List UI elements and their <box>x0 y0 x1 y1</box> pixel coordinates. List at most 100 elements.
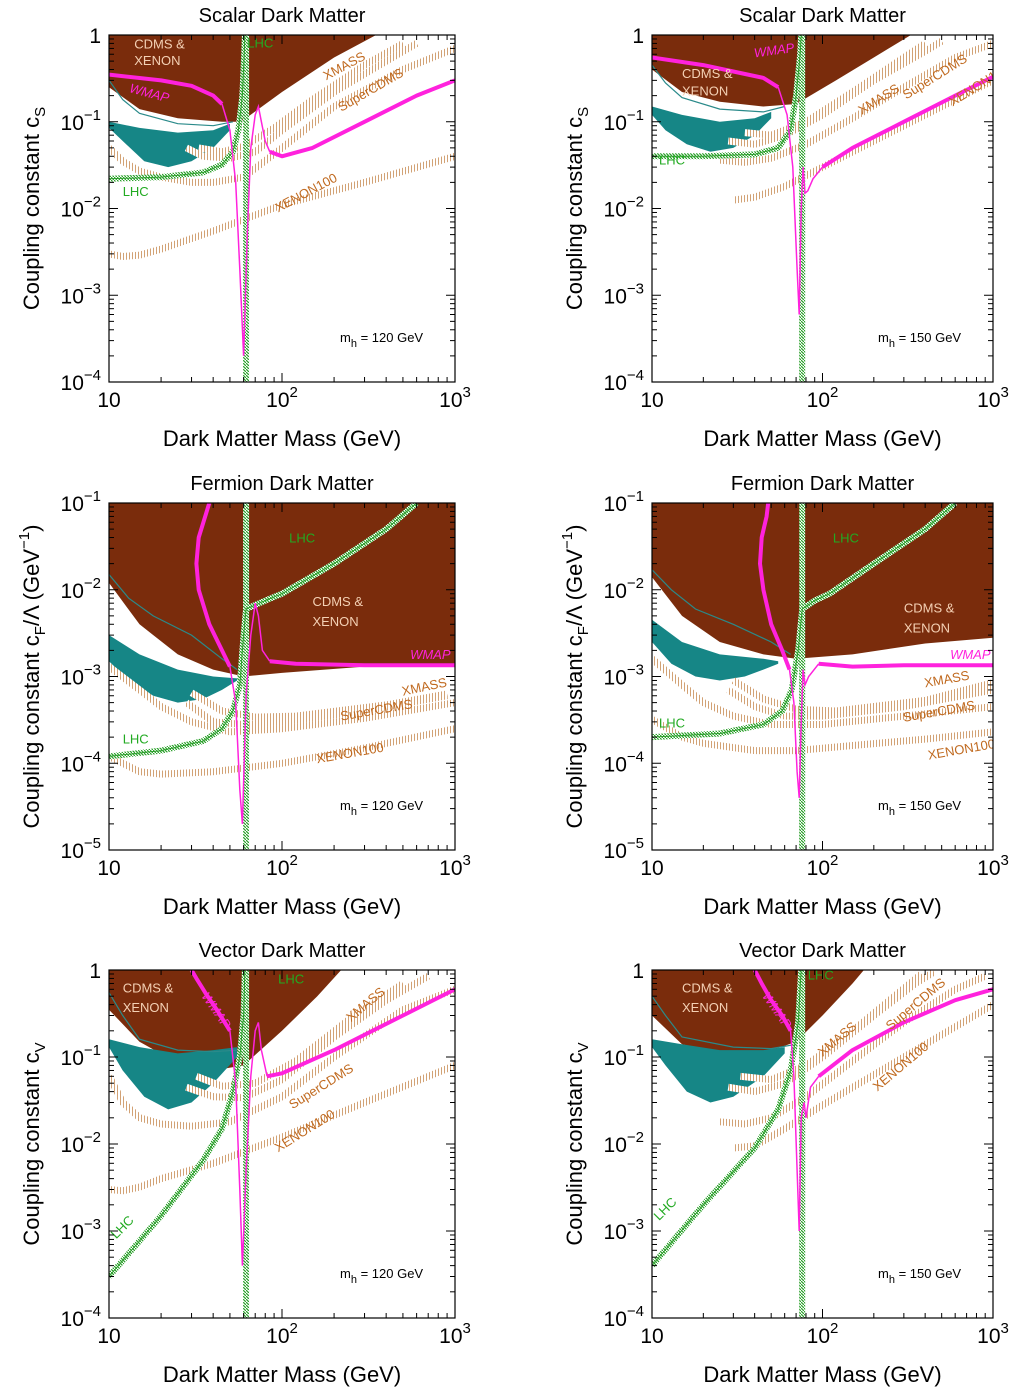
wmap-curve-thin <box>789 1030 820 1232</box>
y-tick-label: 10−4 <box>61 367 101 395</box>
detection-band <box>109 152 455 260</box>
y-tick-label: 10−3 <box>61 662 101 690</box>
higgs-mass-label: mh = 150 GeV <box>878 330 961 350</box>
wmap-curve-thick <box>821 75 993 169</box>
curve-label: LHC <box>278 971 304 986</box>
detection-band <box>731 677 993 715</box>
wmap-curve-thick <box>752 970 793 1032</box>
y-tick-label: 1 <box>632 25 644 48</box>
y-tick-label: 10−3 <box>604 1216 644 1244</box>
wmap-curve-thick <box>269 78 455 159</box>
y-tick-label: 10−1 <box>61 1042 101 1070</box>
y-tick-label: 10−3 <box>604 662 644 690</box>
x-axis-label: Dark Matter Mass (GeV) <box>703 1362 941 1387</box>
higgs-mass-label: mh = 150 GeV <box>878 798 961 818</box>
x-axis-label: Dark Matter Mass (GeV) <box>163 1362 401 1387</box>
detection-band <box>185 973 430 1102</box>
higgs-mass-label: mh = 120 GeV <box>340 798 423 818</box>
x-tick-label: 102 <box>266 384 298 412</box>
x-tick-label: 10 <box>97 1325 120 1348</box>
x-tick-label: 102 <box>807 1320 839 1348</box>
y-axis-label: Coupling constant cV <box>562 1042 592 1245</box>
teal-line <box>109 80 234 127</box>
y-tick-label: 10−1 <box>604 1042 644 1070</box>
higgs-mass-label: mh = 120 GeV <box>340 330 423 350</box>
chart-panel: CDMS &XENON WMAPLHCXMASSSuperCDMSXENON100… <box>19 940 471 1387</box>
y-tick-label: 10−2 <box>61 1129 101 1157</box>
teal-region <box>109 1039 238 1110</box>
chart-title: Fermion Dark Matter <box>190 473 374 495</box>
wmap-curve-thick <box>817 987 993 1078</box>
detection-band <box>719 972 987 1128</box>
x-axis-label: Dark Matter Mass (GeV) <box>163 426 401 451</box>
wmap-curve-thick <box>266 987 455 1079</box>
lhc-line <box>109 970 246 1277</box>
x-tick-label: 10 <box>97 389 120 412</box>
teal-line <box>109 574 238 671</box>
excluded-region-cdms-xenon <box>652 35 993 107</box>
x-tick-label: 10 <box>97 857 120 880</box>
x-axis-label: Dark Matter Mass (GeV) <box>163 894 401 919</box>
detection-band <box>740 971 924 1084</box>
y-tick-label: 10−2 <box>604 1129 644 1157</box>
wmap-curve-thin <box>221 103 271 356</box>
y-axis-label: Coupling constant cF/Λ (GeV−1) <box>16 525 49 829</box>
y-tick-label: 10−5 <box>604 835 644 863</box>
lhc-line <box>652 503 956 738</box>
chart-title: Vector Dark Matter <box>199 940 366 962</box>
x-tick-label: 102 <box>266 852 298 880</box>
detection-band <box>109 725 455 778</box>
x-tick-label: 103 <box>439 1320 471 1348</box>
wmap-curve-thin <box>777 86 824 315</box>
curve-label: XENON100 <box>315 740 384 767</box>
y-tick-label: 10−4 <box>604 748 644 776</box>
curve-label: CDMS & <box>123 981 174 996</box>
y-tick-label: 10−3 <box>61 280 101 308</box>
chart-panel: CDMS &XENONLHCLHCWMAPXMASSSuperCDMSXENON… <box>19 5 471 451</box>
curve-label: CDMS & <box>312 594 363 609</box>
y-tick-label: 10−1 <box>61 488 101 516</box>
wmap-curve-thin <box>788 663 820 798</box>
x-tick-label: 102 <box>807 852 839 880</box>
curve-label: XENON <box>134 53 180 68</box>
higgs-mass-label: mh = 150 GeV <box>878 1266 961 1286</box>
excluded-region-cdms-xenon <box>109 503 455 677</box>
chart-title: Scalar Dark Matter <box>199 5 366 27</box>
excluded-region-cdms-xenon <box>109 35 455 122</box>
y-tick-label: 10−3 <box>61 1216 101 1244</box>
wmap-curve-thick <box>269 659 455 668</box>
teal-line <box>109 992 238 1053</box>
x-tick-label: 103 <box>439 852 471 880</box>
excluded-region-cdms-xenon <box>652 970 993 1054</box>
curve-label: CDMS & <box>904 600 955 615</box>
y-tick-label: 10−4 <box>604 367 644 395</box>
y-axis-label: Coupling constant cS <box>562 107 592 310</box>
curve-label: WMAP <box>950 647 991 662</box>
curve-label: CDMS & <box>682 66 733 81</box>
detection-band <box>719 40 993 166</box>
x-tick-label: 103 <box>977 384 1009 412</box>
curve-label: LHC <box>659 153 685 168</box>
curve-label: LHC <box>833 531 859 546</box>
chart-title: Scalar Dark Matter <box>739 5 906 27</box>
curve-label: XENON <box>123 1000 169 1015</box>
lhc-line <box>652 970 802 1266</box>
y-tick-label: 10−2 <box>604 575 644 603</box>
y-tick-label: 10−1 <box>604 107 644 135</box>
wmap-curve-thin <box>229 1022 268 1266</box>
curve-label: LHC <box>247 35 273 50</box>
x-axis-label: Dark Matter Mass (GeV) <box>703 426 941 451</box>
y-tick-label: 10−2 <box>604 194 644 222</box>
detection-band <box>184 40 419 162</box>
curve-label: XENON <box>904 621 950 636</box>
higgs-mass-label: mh = 120 GeV <box>340 1266 423 1286</box>
wmap-curve-thick <box>652 55 780 89</box>
wmap-curve-thick <box>758 503 792 671</box>
detection-band <box>744 40 928 139</box>
wmap-curve-thick <box>818 661 993 669</box>
curve-label: WMAP <box>753 40 795 61</box>
